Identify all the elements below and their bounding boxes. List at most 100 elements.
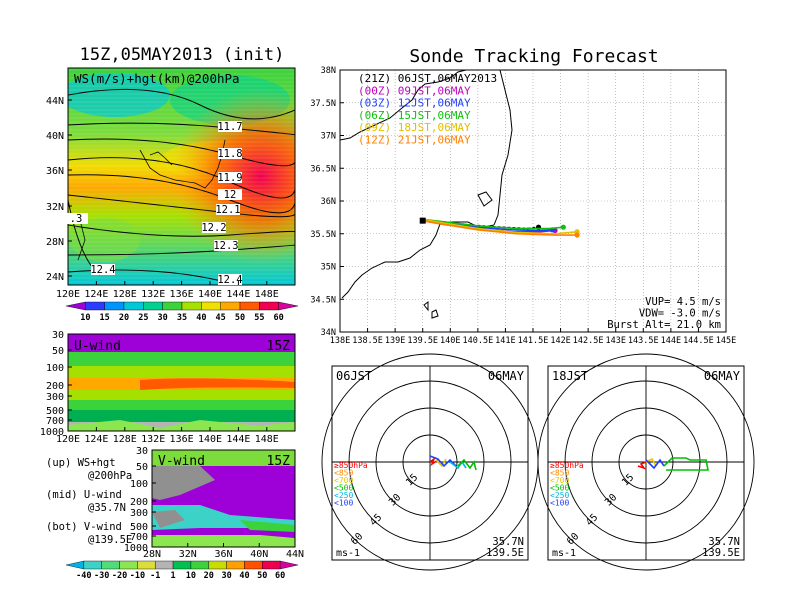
track-line — [422, 218, 578, 235]
track-point — [554, 234, 556, 236]
v-wind-time: 15Z — [267, 454, 291, 469]
colorbar-value: 30 — [221, 571, 231, 581]
contour-label: 12 — [224, 189, 237, 201]
colorbar-value: 35 — [177, 313, 187, 323]
ws-panel: WS(m/s)+hgt(km)@200hPa 11.7 11.8 11.9 12 12.… — [46, 67, 296, 300]
colorbar-value: 10 — [186, 571, 196, 581]
main-title: Sonde Tracking Forecast — [409, 46, 658, 67]
lon-tick-label: 140E — [198, 434, 222, 445]
hodograph-trace — [429, 455, 457, 468]
hodograph-trace — [429, 456, 439, 467]
track-line — [422, 219, 578, 236]
pressure-tick-label: 100 — [130, 479, 148, 490]
contour-label: 12.4 — [90, 264, 115, 276]
pressure-legend: <250 — [550, 491, 569, 500]
track-point — [537, 230, 540, 233]
track-series — [419, 217, 580, 238]
track-map-grid — [340, 70, 726, 332]
note-line: @35.7N — [88, 502, 126, 514]
pressure-legend: <850 — [550, 469, 569, 478]
legend-entry: (12Z) 21JST,06MAY — [358, 134, 471, 147]
colorbar-value: 60 — [275, 571, 285, 581]
lon-tick-label: 148E — [255, 289, 279, 300]
contour-label: .3 — [70, 213, 83, 225]
pressure-legend: ≥850hPa — [550, 461, 584, 470]
note-line: @200hPa — [88, 470, 132, 482]
ws-lat-ticks: 44N 40N 36N 32N 28N 24N — [46, 96, 72, 283]
ring-label: 60 — [349, 531, 365, 547]
colorbar-value: 25 — [138, 313, 148, 323]
lon-tick-label: 138E — [330, 336, 350, 346]
legend-entry: (00Z) 09JST,06MAY — [358, 84, 471, 97]
lon-tick-label: 132E — [141, 289, 165, 300]
track-point — [574, 232, 580, 238]
ring-label: 45 — [368, 512, 384, 528]
colorbar-value: -1 — [150, 571, 160, 581]
colorbar-swatch — [65, 560, 85, 570]
pressure-tick-label: 1000 — [124, 543, 148, 554]
colorbar-swatch — [65, 301, 86, 311]
pressure-legend: <250 — [334, 491, 353, 500]
lat-tick-label: 40N — [46, 131, 64, 142]
colorbar-value: 1 — [171, 571, 176, 581]
lat-tick-label: 37N — [321, 132, 336, 142]
colorbar-swatch — [181, 301, 202, 311]
colorbar-swatch — [201, 301, 221, 311]
colorbar-value: 55 — [254, 313, 264, 323]
lat-tick-label: 32N — [46, 202, 64, 213]
lon-tick-label: 141E — [495, 336, 515, 346]
colorbar-swatch — [123, 301, 144, 311]
colorbar-value: 20 — [119, 313, 129, 323]
colorbar-swatch — [239, 301, 260, 311]
colorbar-swatch — [119, 560, 138, 570]
ring-label: 45 — [584, 512, 600, 528]
lat-tick-label: 36N — [321, 197, 336, 207]
colorbar-swatch — [279, 560, 299, 570]
lon-tick-label: 124E — [84, 434, 108, 445]
hodograph-time: 06JST — [336, 369, 372, 383]
colorbar-value: 50 — [257, 571, 267, 581]
hodograph-trace — [663, 457, 709, 471]
lat-tick-label: 38N — [321, 66, 336, 76]
lon-tick-label: 138.5E — [352, 336, 383, 346]
colorbar-value: 30 — [158, 313, 168, 323]
lat-tick-label: 36N — [214, 549, 232, 560]
coastline — [340, 70, 513, 319]
contour-label: 12.1 — [215, 204, 240, 216]
hodograph-date: 06MAY — [704, 369, 741, 383]
u-lon-ticks: 120E 124E 128E 132E 136E 140E 144E 148E — [56, 427, 279, 445]
init-title: 15Z,05MAY2013 (init) — [80, 45, 285, 65]
lon-tick-label: 139E — [385, 336, 405, 346]
colorbar-swatch — [101, 560, 120, 570]
pressure-legend: ≥850hPa — [334, 461, 368, 470]
track-point — [515, 231, 518, 234]
lat-tick-label: 37.5N — [310, 99, 336, 109]
info-line: Burst Alt= 21.0 km — [607, 319, 721, 331]
lon-tick-label: 142.5E — [573, 336, 604, 346]
colorbar-swatch — [259, 301, 279, 311]
track-point — [476, 224, 479, 227]
pressure-tick-label: 300 — [130, 508, 148, 519]
colorbar-swatch — [278, 301, 299, 311]
pressure-legend: <100 — [550, 499, 569, 508]
legend-entry: (06Z) 15JST,06MAY — [358, 109, 471, 122]
pressure-tick-label: 1000 — [40, 427, 64, 438]
lon-tick-label: 136E — [170, 434, 194, 445]
track-point — [476, 228, 479, 231]
lat-tick-label: 24N — [46, 272, 64, 283]
track-point — [537, 229, 540, 232]
v-wind-label: V-wind — [158, 454, 205, 469]
hodograph-date: 06MAY — [488, 369, 525, 383]
pressure-tick-label: 200 — [46, 381, 64, 392]
lon-tick-label: 140E — [198, 289, 222, 300]
info-line: VDW= -3.0 m/s — [639, 308, 721, 320]
lon-tick-label: 148E — [255, 434, 279, 445]
lat-tick-label: 34.5N — [310, 295, 336, 305]
colorbar-swatch — [83, 560, 102, 570]
contour-label: 12.4 — [217, 274, 242, 286]
lon-tick-label: 139.5E — [407, 336, 438, 346]
pressure-legend: <100 — [334, 499, 353, 508]
